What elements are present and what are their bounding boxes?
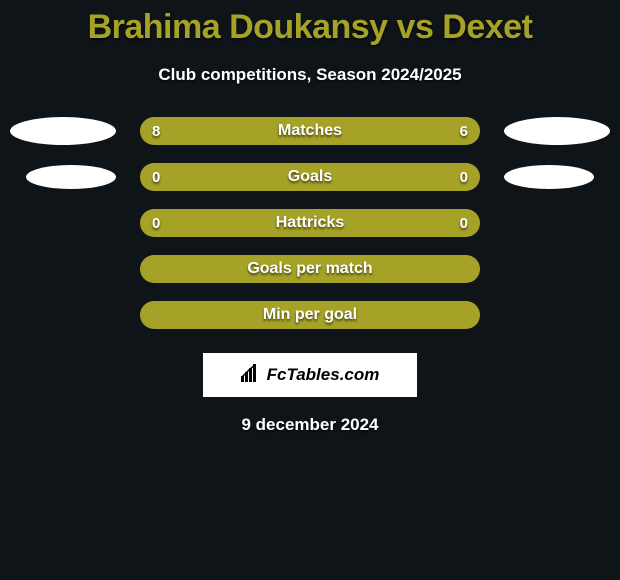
fctables-logo: FcTables.com	[203, 353, 417, 397]
footer-date: 9 december 2024	[0, 415, 620, 435]
stat-left-value: 0	[152, 169, 160, 186]
stat-left-value: 8	[152, 123, 160, 140]
stat-right-value: 0	[460, 169, 468, 186]
stat-pill: 0 Hattricks 0	[140, 209, 480, 237]
player-right-marker	[504, 117, 610, 145]
stat-pill: 8 Matches 6	[140, 117, 480, 145]
stat-label: Matches	[278, 122, 342, 140]
stat-row-matches: 8 Matches 6	[0, 117, 620, 145]
stat-pill: Goals per match	[140, 255, 480, 283]
comparison-subtitle: Club competitions, Season 2024/2025	[0, 65, 620, 85]
stat-right-value: 0	[460, 215, 468, 232]
bars-icon	[241, 364, 263, 387]
stat-left-value: 0	[152, 215, 160, 232]
stat-rows: 8 Matches 6 0 Goals 0 0 Hattricks 0 Goal…	[0, 117, 620, 329]
stat-label: Goals per match	[247, 260, 372, 278]
stat-pill: Min per goal	[140, 301, 480, 329]
comparison-title: Brahima Doukansy vs Dexet	[0, 0, 620, 47]
stat-row-goals-per-match: Goals per match	[0, 255, 620, 283]
stat-row-goals: 0 Goals 0	[0, 163, 620, 191]
stat-right-value: 6	[460, 123, 468, 140]
logo-text: FcTables.com	[267, 365, 380, 385]
stat-label: Min per goal	[263, 306, 357, 324]
stat-label: Goals	[288, 168, 332, 186]
stat-label: Hattricks	[276, 214, 344, 232]
player-left-marker	[26, 165, 116, 189]
stat-row-hattricks: 0 Hattricks 0	[0, 209, 620, 237]
stat-row-min-per-goal: Min per goal	[0, 301, 620, 329]
player-left-marker	[10, 117, 116, 145]
player-right-marker	[504, 165, 594, 189]
stat-pill: 0 Goals 0	[140, 163, 480, 191]
